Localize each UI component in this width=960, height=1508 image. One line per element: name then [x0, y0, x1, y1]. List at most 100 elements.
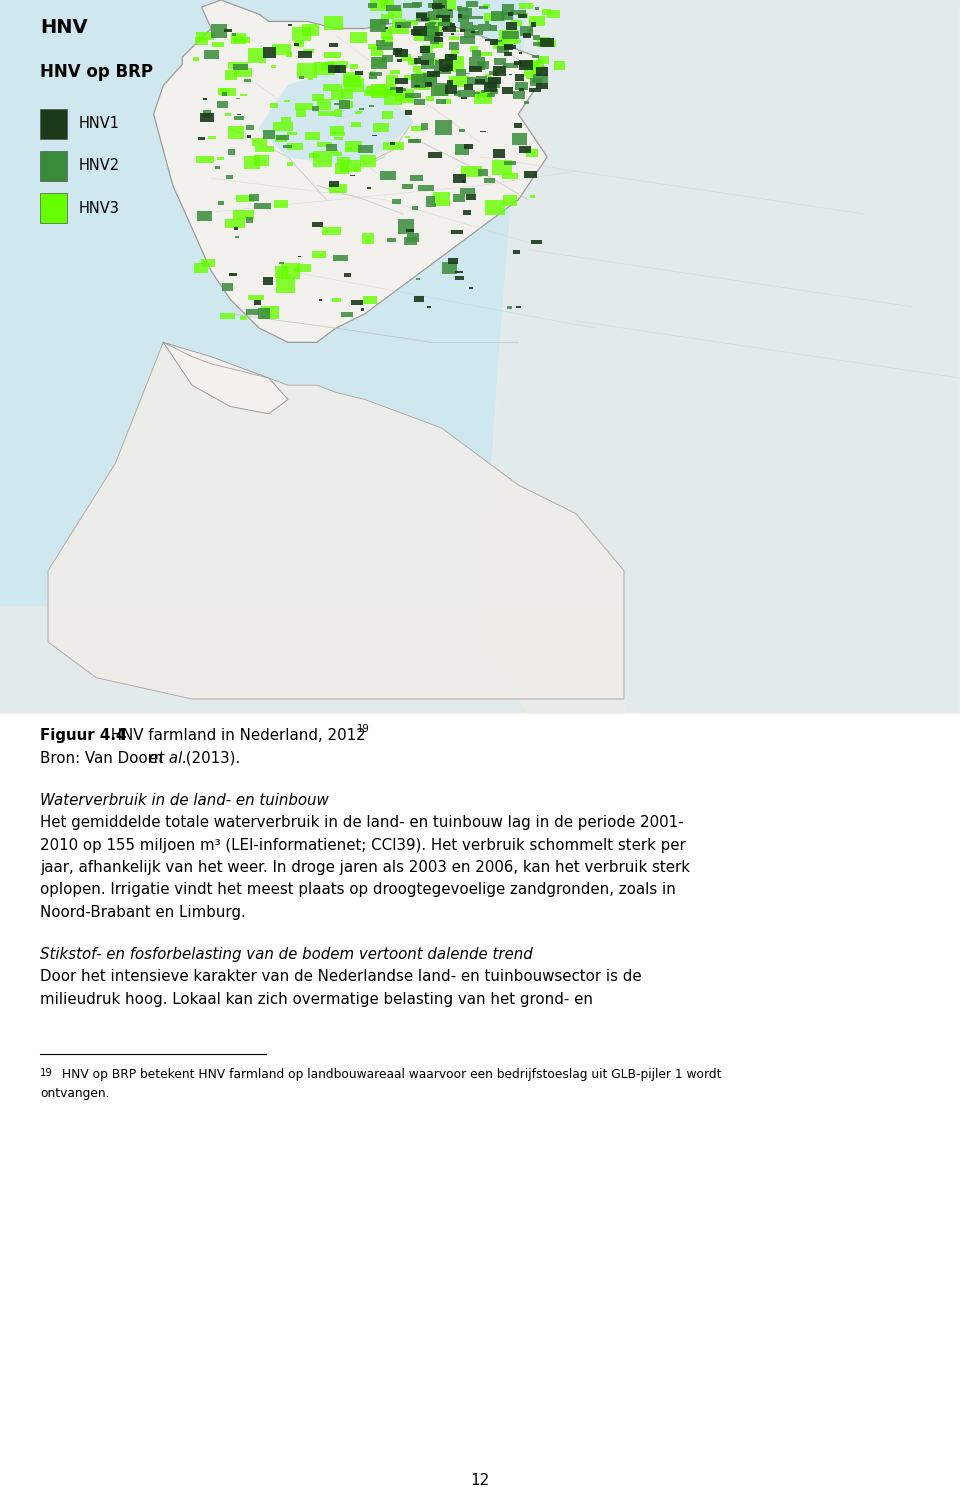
- Bar: [517, 14, 527, 18]
- Bar: [40, 151, 67, 181]
- Bar: [287, 163, 293, 166]
- Bar: [383, 142, 404, 149]
- Bar: [515, 60, 522, 65]
- Bar: [465, 72, 469, 74]
- Bar: [330, 127, 344, 134]
- Bar: [386, 75, 397, 84]
- Bar: [526, 75, 536, 78]
- Bar: [459, 128, 465, 131]
- Bar: [437, 9, 453, 18]
- Bar: [198, 137, 205, 140]
- Bar: [442, 68, 448, 72]
- Bar: [317, 142, 332, 148]
- Bar: [233, 36, 251, 44]
- Bar: [351, 122, 361, 128]
- Bar: [481, 81, 488, 83]
- Bar: [382, 36, 394, 45]
- Bar: [219, 202, 224, 205]
- Bar: [397, 26, 401, 27]
- Bar: [485, 21, 489, 24]
- Bar: [490, 39, 498, 45]
- Text: jaar, afhankelijk van het weer. In droge jaren als 2003 en 2006, kan het verbrui: jaar, afhankelijk van het weer. In droge…: [40, 860, 690, 875]
- Bar: [400, 87, 406, 92]
- Bar: [436, 60, 443, 65]
- Bar: [372, 92, 377, 93]
- Bar: [249, 296, 264, 300]
- Bar: [217, 157, 224, 160]
- Bar: [254, 155, 270, 166]
- Bar: [492, 66, 506, 75]
- Bar: [511, 9, 526, 15]
- Bar: [390, 142, 395, 145]
- Text: 19: 19: [40, 1068, 53, 1078]
- Bar: [385, 42, 393, 47]
- Bar: [533, 74, 548, 83]
- Bar: [492, 11, 504, 21]
- Text: et al.: et al.: [149, 751, 187, 766]
- Bar: [420, 18, 429, 21]
- Bar: [223, 92, 228, 95]
- Bar: [533, 56, 540, 57]
- Bar: [524, 60, 540, 68]
- Bar: [533, 65, 540, 66]
- Bar: [469, 288, 472, 290]
- Bar: [224, 29, 232, 32]
- Bar: [228, 62, 248, 69]
- Bar: [309, 154, 319, 158]
- Bar: [330, 151, 338, 154]
- Bar: [420, 47, 425, 48]
- Bar: [370, 71, 375, 75]
- Bar: [432, 42, 444, 48]
- Bar: [345, 146, 352, 149]
- Bar: [507, 306, 513, 309]
- Bar: [404, 237, 417, 244]
- Bar: [519, 146, 531, 154]
- Bar: [350, 175, 355, 176]
- Bar: [537, 41, 557, 47]
- Bar: [527, 30, 533, 32]
- Bar: [302, 50, 314, 53]
- Bar: [217, 101, 228, 109]
- Bar: [539, 56, 549, 63]
- Bar: [496, 41, 502, 42]
- Bar: [355, 71, 363, 75]
- Bar: [427, 21, 443, 35]
- Bar: [477, 62, 490, 69]
- Bar: [468, 66, 482, 72]
- Polygon shape: [259, 71, 413, 164]
- Bar: [284, 100, 290, 103]
- Text: Het gemiddelde totale waterverbruik in de land- en tuinbouw lag in de periode 20: Het gemiddelde totale waterverbruik in d…: [40, 816, 684, 831]
- Bar: [440, 59, 453, 71]
- Bar: [451, 33, 454, 35]
- Bar: [444, 26, 456, 32]
- Bar: [236, 195, 253, 202]
- Bar: [504, 51, 512, 56]
- Bar: [461, 36, 475, 44]
- Polygon shape: [336, 100, 413, 164]
- Bar: [415, 100, 425, 106]
- Bar: [321, 63, 329, 69]
- Bar: [350, 32, 367, 42]
- Bar: [305, 133, 321, 140]
- Bar: [275, 267, 288, 277]
- Bar: [420, 47, 430, 53]
- Bar: [263, 277, 273, 285]
- Bar: [272, 44, 292, 56]
- Bar: [340, 101, 349, 109]
- Bar: [261, 306, 278, 320]
- Bar: [503, 63, 518, 68]
- Bar: [411, 74, 426, 87]
- Bar: [529, 87, 540, 92]
- Bar: [444, 54, 457, 60]
- Bar: [427, 59, 440, 65]
- Bar: [247, 309, 259, 315]
- Bar: [287, 143, 303, 151]
- Bar: [276, 277, 295, 293]
- Bar: [395, 48, 408, 57]
- Bar: [416, 277, 420, 280]
- Bar: [382, 54, 394, 62]
- Bar: [433, 192, 449, 207]
- Bar: [410, 139, 421, 143]
- Bar: [417, 12, 426, 18]
- Bar: [515, 124, 522, 128]
